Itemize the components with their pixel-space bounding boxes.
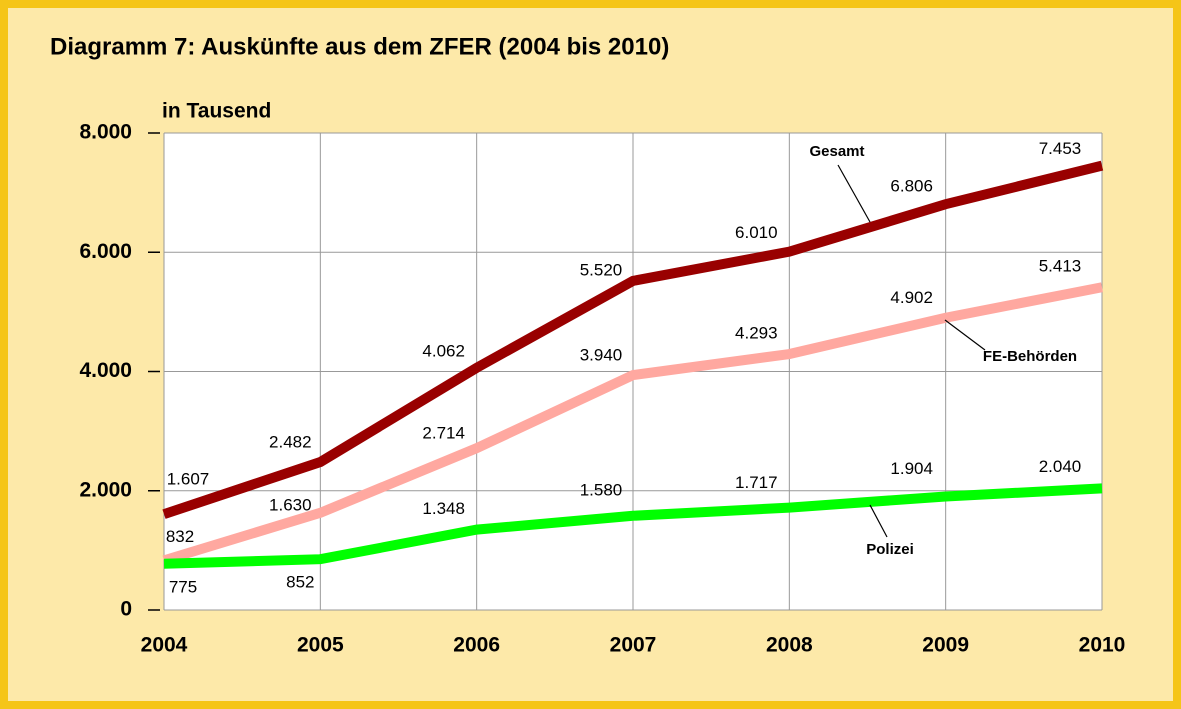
data-label: 3.940 — [580, 346, 623, 365]
x-tick-label: 2010 — [1079, 634, 1126, 657]
x-tick-label: 2008 — [766, 634, 813, 657]
series-name: FE-Behörden — [983, 348, 1077, 365]
series-name: Gesamt — [809, 143, 864, 160]
data-label: 5.413 — [1039, 257, 1082, 276]
data-label: 1.580 — [580, 480, 623, 499]
data-label: 6.806 — [890, 177, 933, 196]
y-tick-label: 6.000 — [79, 240, 132, 263]
data-label: 6.010 — [735, 223, 778, 242]
data-label: 1.904 — [890, 459, 933, 478]
data-label: 832 — [166, 527, 194, 546]
data-label: 1.717 — [735, 473, 778, 492]
leader-line — [837, 164, 871, 223]
x-tick-label: 2009 — [922, 634, 969, 657]
data-label: 1.348 — [422, 499, 465, 518]
data-label: 4.902 — [890, 288, 933, 307]
data-label: 1.607 — [167, 470, 210, 489]
data-label: 2.040 — [1039, 457, 1082, 476]
y-tick-label: 4.000 — [79, 359, 132, 382]
data-label: 5.520 — [580, 260, 623, 279]
y-tick-label: 8.000 — [79, 121, 132, 144]
x-tick-label: 2005 — [297, 634, 344, 657]
data-label: 775 — [169, 577, 197, 596]
data-label: 4.062 — [422, 341, 465, 360]
data-label: 2.482 — [269, 432, 312, 451]
x-tick-label: 2007 — [610, 634, 657, 657]
x-tick-label: 2006 — [453, 634, 500, 657]
data-label: 852 — [286, 573, 314, 592]
y-axis-label: in Tausend — [162, 100, 271, 123]
data-label: 2.714 — [422, 424, 465, 443]
series-line — [162, 282, 1103, 566]
data-label: 4.293 — [735, 324, 778, 343]
data-label: 7.453 — [1039, 139, 1082, 158]
series-line — [163, 483, 1103, 569]
series-name: Polizei — [866, 541, 914, 558]
y-tick-label: 2.000 — [79, 478, 132, 501]
y-tick-label: 0 — [120, 598, 132, 621]
leader-line — [869, 504, 888, 538]
leader-line — [944, 319, 986, 351]
series-line — [162, 160, 1104, 519]
x-tick-label: 2004 — [141, 634, 188, 657]
chart-title: Diagramm 7: Auskünfte aus dem ZFER (2004… — [50, 33, 669, 60]
data-label: 1.630 — [269, 495, 312, 514]
